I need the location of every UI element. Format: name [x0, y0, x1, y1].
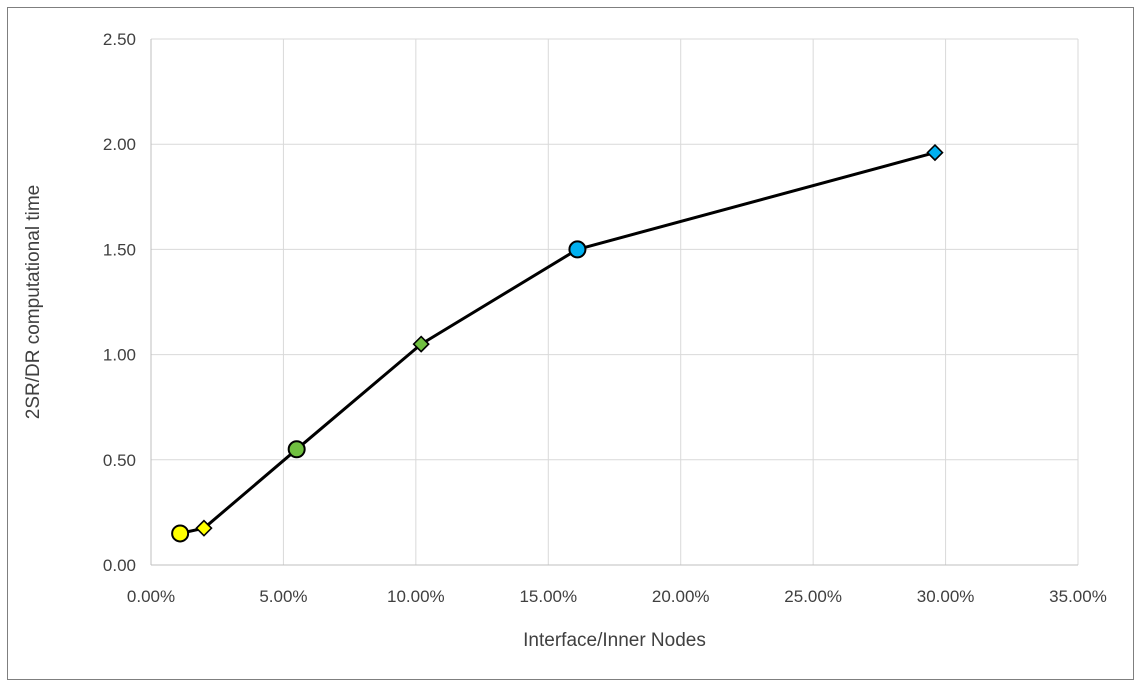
tick-labels: 0.00% 5.00% 10.00% 15.00% 20.00% 25.00% 30.00%… [103, 30, 1107, 606]
data-points [171, 143, 944, 543]
y-tick-label: 2.00 [103, 135, 136, 154]
y-tick-label: 1.50 [103, 240, 136, 259]
series-line [179, 151, 936, 535]
y-tick-label: 0.50 [103, 451, 136, 470]
data-point-circle [568, 240, 587, 259]
y-axis-title: 2SR/DR computational time [23, 185, 44, 419]
x-axis-title: Interface/Inner Nodes [523, 630, 706, 651]
data-point-diamond [195, 519, 213, 537]
axes [150, 39, 1078, 566]
x-tick-label: 10.00% [387, 587, 445, 606]
scatter-chart: 0.00% 5.00% 10.00% 15.00% 20.00% 25.00% 30.00%… [23, 30, 1107, 651]
grid-lines [151, 38, 1079, 565]
x-tick-label: 35.00% [1049, 587, 1107, 606]
x-tick-label: 5.00% [259, 587, 307, 606]
x-tick-label: 0.00% [127, 587, 175, 606]
y-tick-label: 2.50 [103, 30, 136, 49]
data-point-circle [171, 524, 190, 543]
chart-frame: 0.00% 5.00% 10.00% 15.00% 20.00% 25.00% 30.00%… [7, 7, 1134, 680]
data-point-diamond [926, 143, 944, 162]
x-tick-label: 20.00% [652, 587, 710, 606]
x-tick-label: 25.00% [784, 587, 842, 606]
x-tick-label: 15.00% [519, 587, 577, 606]
series-line-layer [179, 151, 936, 535]
data-point-diamond [412, 335, 430, 353]
y-tick-label: 0.00 [103, 556, 136, 575]
y-tick-label: 1.00 [103, 346, 136, 365]
data-point-circle [287, 440, 306, 459]
x-tick-label: 30.00% [917, 587, 975, 606]
